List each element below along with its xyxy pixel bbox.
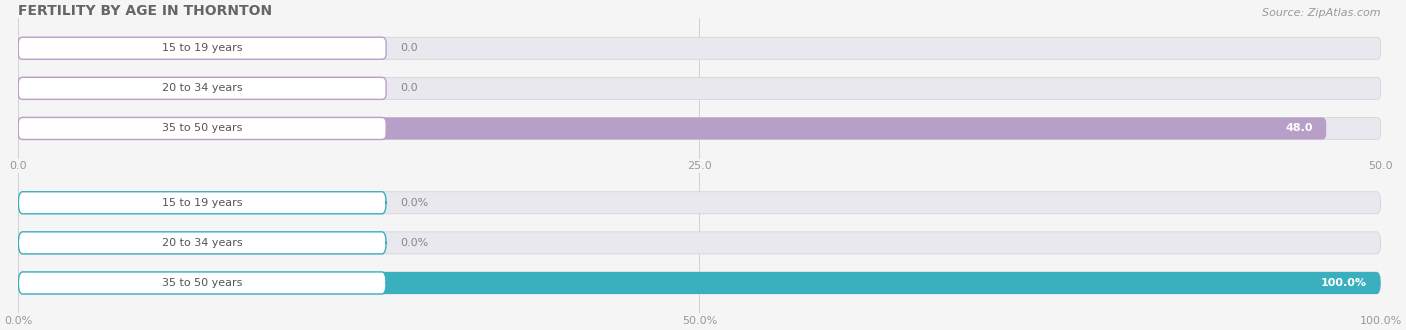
FancyBboxPatch shape [18, 117, 1381, 140]
Text: 0.0: 0.0 [399, 43, 418, 53]
Text: 20 to 34 years: 20 to 34 years [162, 238, 242, 248]
FancyBboxPatch shape [18, 232, 1381, 254]
Text: 0.0%: 0.0% [399, 198, 427, 208]
FancyBboxPatch shape [18, 117, 387, 140]
FancyBboxPatch shape [18, 192, 387, 214]
FancyBboxPatch shape [18, 37, 1381, 59]
FancyBboxPatch shape [18, 272, 1381, 294]
Text: Source: ZipAtlas.com: Source: ZipAtlas.com [1263, 8, 1381, 18]
FancyBboxPatch shape [18, 77, 387, 99]
FancyBboxPatch shape [18, 272, 1381, 294]
FancyBboxPatch shape [18, 117, 1326, 140]
Text: 35 to 50 years: 35 to 50 years [162, 123, 242, 133]
Text: FERTILITY BY AGE IN THORNTON: FERTILITY BY AGE IN THORNTON [18, 4, 273, 18]
Text: 48.0: 48.0 [1285, 123, 1313, 133]
Text: 35 to 50 years: 35 to 50 years [162, 278, 242, 288]
Text: 15 to 19 years: 15 to 19 years [162, 43, 242, 53]
Text: 20 to 34 years: 20 to 34 years [162, 83, 242, 93]
FancyBboxPatch shape [18, 232, 387, 254]
Text: 0.0%: 0.0% [399, 238, 427, 248]
Text: 15 to 19 years: 15 to 19 years [162, 198, 242, 208]
FancyBboxPatch shape [18, 192, 1381, 214]
FancyBboxPatch shape [18, 77, 1381, 99]
FancyBboxPatch shape [18, 272, 387, 294]
Text: 100.0%: 100.0% [1322, 278, 1367, 288]
Text: 0.0: 0.0 [399, 83, 418, 93]
FancyBboxPatch shape [18, 37, 387, 59]
